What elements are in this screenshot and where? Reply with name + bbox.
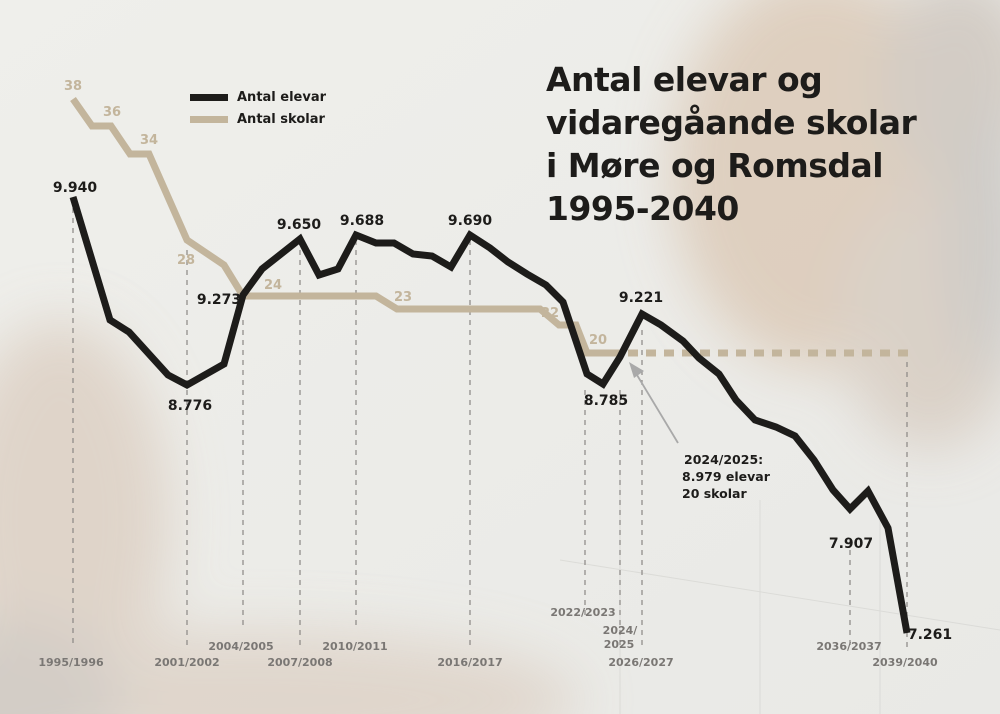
label-elevar-2010: 9.688 xyxy=(340,213,384,229)
annotation-line-3: 20 skolar xyxy=(682,486,747,501)
annotation-arrow xyxy=(629,362,679,444)
label-skolar-2012: 23 xyxy=(394,290,412,305)
label-skolar-1995: 38 xyxy=(64,79,82,94)
label-skolar-1999: 34 xyxy=(140,133,158,148)
title-line-4: 1995-2040 xyxy=(546,189,739,228)
title-line-2: vidaregåande skolar xyxy=(546,103,917,142)
x-label-2001: 2001/2002 xyxy=(154,656,219,669)
label-elevar-2004: 9.273 xyxy=(197,292,241,308)
x-label-2026: 2026/2027 xyxy=(608,656,673,669)
x-label-2016: 2016/2017 xyxy=(437,656,502,669)
x-label-2036: 2036/2037 xyxy=(816,640,881,653)
x-label-2022: 2022/2023 xyxy=(550,606,615,619)
legend-label-elevar: Antal elevar xyxy=(237,89,327,105)
x-label-2024-line2: 2025 xyxy=(604,638,635,651)
label-elevar-2036: 7.907 xyxy=(829,536,873,552)
x-label-2024-line1: 2024/ xyxy=(603,624,639,637)
annotation-line-2: 8.979 elevar xyxy=(682,469,771,484)
label-elevar-2039: 7.261 xyxy=(908,627,952,643)
x-label-1995: 1995/1996 xyxy=(38,656,104,669)
label-elevar-2022: 8.785 xyxy=(584,393,628,409)
x-label-2004: 2004/2005 xyxy=(208,640,273,653)
label-skolar-2001: 28 xyxy=(177,253,195,268)
label-elevar-2001: 8.776 xyxy=(168,398,212,414)
label-elevar-1995: 9.940 xyxy=(53,180,98,196)
label-skolar-2019: 22 xyxy=(541,306,559,321)
x-label-2010: 2010/2011 xyxy=(322,640,387,653)
x-label-2007: 2007/2008 xyxy=(267,656,332,669)
label-elevar-2026: 9.221 xyxy=(619,290,663,306)
label-elevar-2016: 9.690 xyxy=(448,213,493,229)
label-skolar-1997: 36 xyxy=(103,105,121,120)
label-skolar-2023: 20 xyxy=(589,333,607,348)
chart-title: Antal elevar og vidaregåande skolar i Mø… xyxy=(546,58,966,230)
elevar-line xyxy=(69,195,911,634)
legend-item-elevar: Antal elevar xyxy=(190,86,326,108)
legend-label-skolar: Antal skolar xyxy=(237,111,325,127)
legend: Antal elevar Antal skolar xyxy=(190,86,326,130)
legend-item-skolar: Antal skolar xyxy=(190,108,326,130)
title-line-3: i Møre og Romsdal xyxy=(546,146,884,185)
x-label-2039: 2039/2040 xyxy=(872,656,938,669)
guide-lines xyxy=(72,208,908,648)
legend-swatch-skolar xyxy=(190,115,228,123)
label-skolar-2004: 24 xyxy=(264,278,282,293)
annotation-line-1: 2024/2025: xyxy=(684,452,763,467)
label-elevar-2007: 9.650 xyxy=(277,217,322,233)
title-line-1: Antal elevar og xyxy=(546,60,823,99)
legend-swatch-elevar xyxy=(190,93,228,101)
